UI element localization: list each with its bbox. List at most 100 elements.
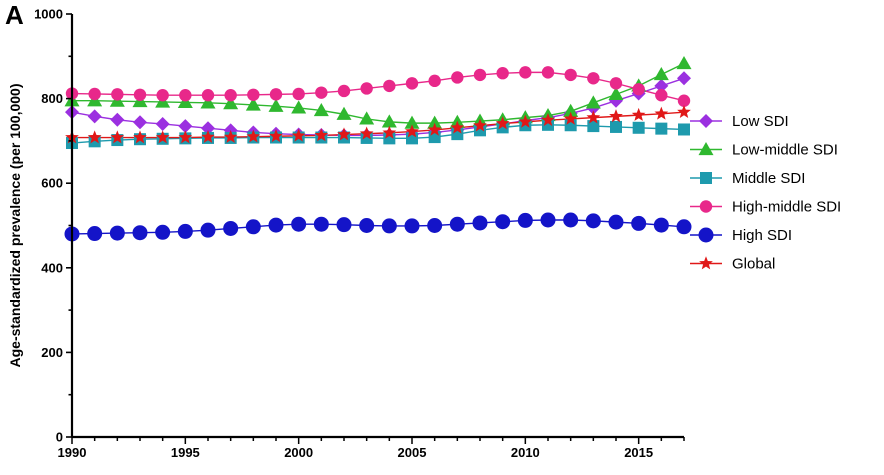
data-point-high-sdi [653,217,669,233]
series-line-global [72,111,685,139]
data-point-global [314,128,329,142]
y-tick-label: 0 [56,430,63,445]
data-point-high-sdi [472,215,488,231]
data-point-high-middle-sdi [428,74,441,88]
y-tick-label: 800 [41,91,63,106]
data-point-high-sdi [155,224,171,240]
data-point-middle-sdi [678,123,690,136]
data-point-high-sdi [540,212,556,228]
data-point-low-middle-sdi [563,103,579,117]
data-point-global [563,111,578,125]
data-point-low-middle-sdi [223,96,239,110]
data-point-middle-sdi [542,118,554,131]
y-axis-title: Age-standardized prevalence (per 100,000… [7,83,23,367]
data-point-global [473,118,487,132]
data-point-high-middle-sdi [541,66,555,79]
series-markers-high-sdi [64,212,692,242]
data-point-high-middle-sdi [201,89,215,102]
x-tick-label: 1990 [58,445,87,460]
data-point-high-sdi [87,226,103,242]
legend-item-global: Global [690,256,775,273]
legend-item-high-middle-sdi: High-middle SDI [690,199,841,216]
data-point-high-sdi [268,217,284,233]
data-point-high-middle-sdi [632,83,645,96]
data-point-high-middle-sdi [247,88,260,101]
legend-marker [699,256,713,270]
data-point-low-middle-sdi [291,100,307,114]
data-point-global [178,130,193,144]
data-point-high-sdi [585,213,601,229]
data-point-high-sdi [676,219,692,235]
x-tick-label: 2005 [398,445,427,460]
data-point-high-middle-sdi [564,68,577,82]
series-line-middle-sdi [71,124,685,144]
data-point-high-middle-sdi [88,87,101,101]
data-point-low-sdi [155,116,170,131]
series-line-high-sdi [71,219,685,235]
data-point-low-sdi [87,109,102,124]
data-point-high-middle-sdi [451,71,464,84]
legend: Low SDI Low-middle SDI Middle SDI High-midd… [690,113,841,273]
legend-label: Global [732,256,775,273]
data-point-global [246,129,261,143]
panel-label: A [5,0,24,30]
data-point-global [495,116,510,130]
data-point-high-sdi [631,215,647,231]
data-point-high-sdi [109,225,125,241]
data-point-global [133,130,147,144]
legend-label: High SDI [732,227,792,244]
x-tick-label: 2010 [511,445,540,460]
series-line-high-middle-sdi [71,71,685,102]
data-point-global [631,107,646,121]
data-point-high-middle-sdi [315,86,328,99]
data-point-high-sdi [495,214,511,230]
data-point-high-middle-sdi [587,72,600,85]
data-point-high-middle-sdi [383,79,396,93]
legend-item-low-sdi: Low SDI [690,113,789,130]
data-point-global [427,122,442,136]
data-point-high-middle-sdi [473,68,487,82]
data-point-low-middle-sdi [608,86,624,100]
legend-label: Low-middle SDI [732,142,838,159]
data-point-high-middle-sdi [269,88,283,101]
data-point-high-middle-sdi [224,89,237,102]
data-point-high-middle-sdi [337,84,351,98]
data-point-low-sdi [133,115,147,130]
data-point-middle-sdi [587,120,600,133]
data-point-low-sdi [110,112,125,127]
data-point-high-sdi [608,214,624,230]
data-point-high-middle-sdi [405,77,419,90]
legend-label: Middle SDI [732,170,805,187]
data-point-global [677,104,691,118]
data-point-high-sdi [132,225,148,241]
data-point-global [654,106,669,120]
data-point-high-sdi [245,219,261,235]
data-point-low-middle-sdi [585,95,601,109]
legend-marker [700,172,712,184]
data-point-high-sdi [177,223,193,239]
data-point-low-middle-sdi [268,98,284,112]
x-tick-label: 1995 [171,445,200,460]
legend-marker [698,227,714,243]
data-point-low-middle-sdi [313,102,329,117]
legend-label: Low SDI [732,113,789,130]
legend-item-middle-sdi: Middle SDI [690,170,805,187]
data-point-global [450,120,465,134]
data-point-global [223,129,238,143]
data-point-high-middle-sdi [156,89,169,102]
y-tick-label: 200 [41,345,63,360]
data-point-high-sdi [291,216,307,232]
data-point-low-sdi [201,121,215,136]
data-point-global [155,130,170,144]
data-point-high-middle-sdi [292,87,305,101]
series-line-low-sdi [71,77,685,137]
data-point-high-middle-sdi [519,66,532,79]
x-tick-label: 2000 [284,445,313,460]
data-point-high-sdi [427,218,443,233]
data-point-high-sdi [404,218,420,234]
data-point-low-middle-sdi [200,95,216,109]
data-point-high-middle-sdi [111,88,124,101]
data-point-low-middle-sdi [359,111,375,125]
legend-item-high-sdi: High SDI [690,227,792,244]
